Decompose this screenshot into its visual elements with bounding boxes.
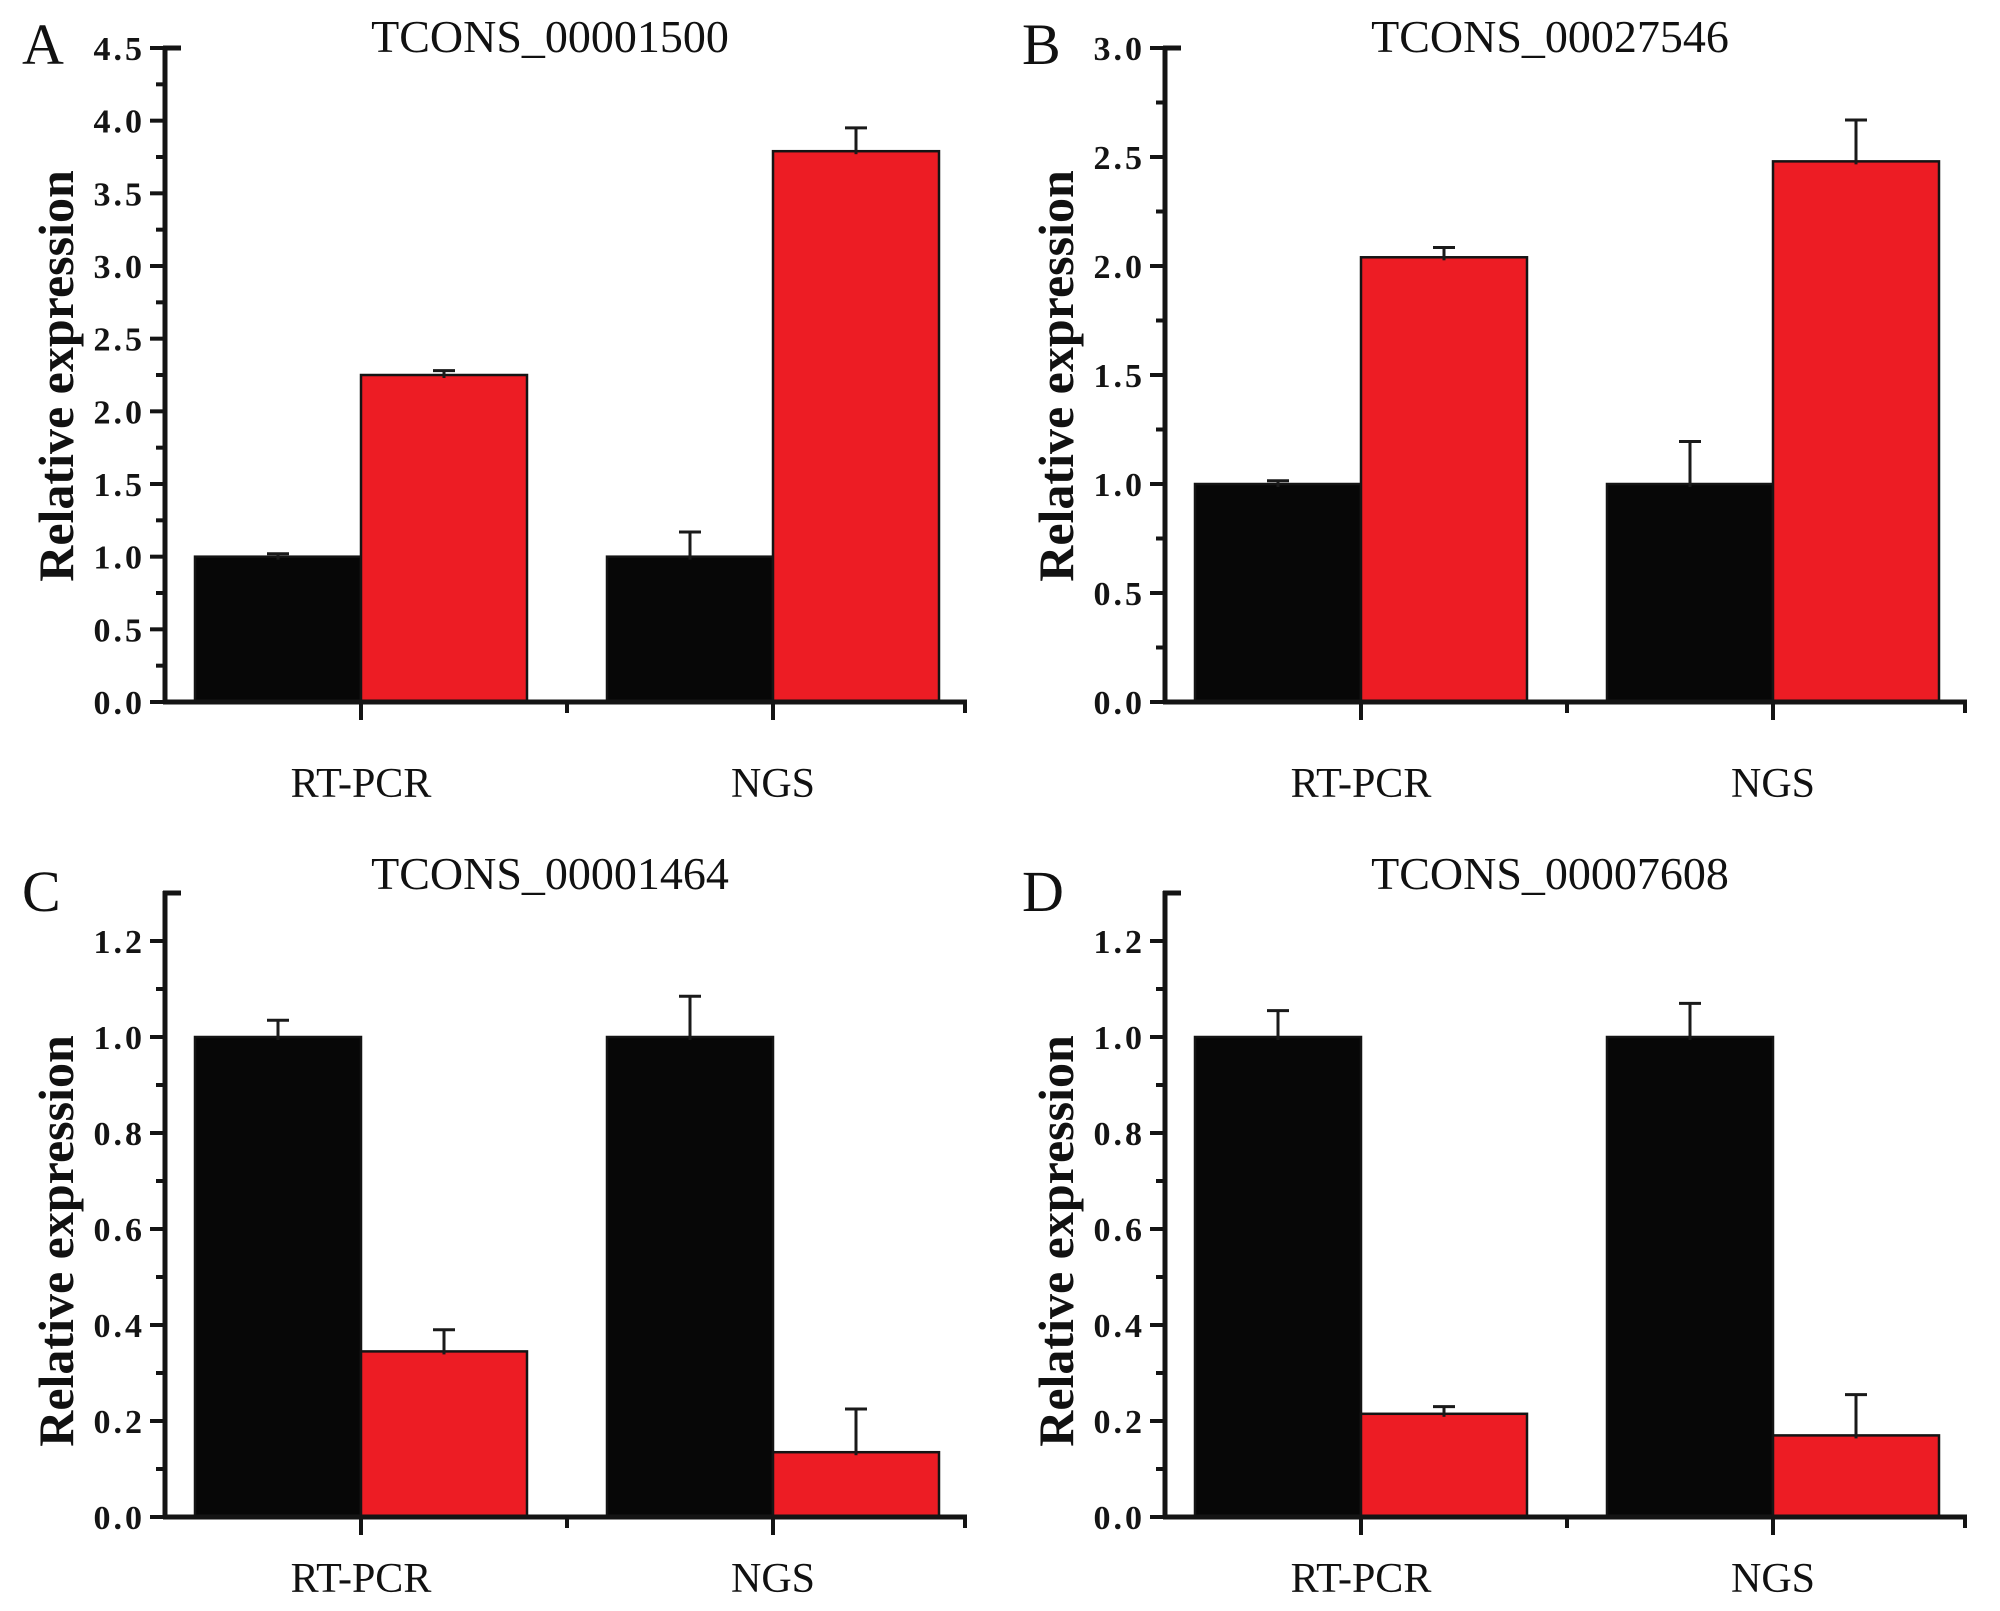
bar-black-rt-pcr: [193, 555, 363, 704]
bar-black-rt-pcr: [1193, 1035, 1363, 1519]
x-category-label: RT-PCR: [290, 761, 432, 805]
y-tick-label: 1.5: [94, 467, 146, 504]
bar-chart: 0.0 0.2 0.4 0.6 0.8 1.0 1.2: [94, 890, 967, 1537]
y-tick-labels: 0.0 0.5 1.0 1.5 2.0 2.5 3.0 3.5 4.0 4.5: [94, 31, 146, 722]
y-tick-label: 1.0: [94, 1020, 146, 1057]
panel-a: A TCONS_00001500 Relative expression 0.0…: [0, 0, 1000, 805]
bar-black-rt-pcr: [193, 1035, 363, 1519]
panel-letter: A: [22, 12, 64, 77]
ticks: [1150, 939, 1967, 1535]
y-tick-label: 0.0: [1094, 1500, 1146, 1537]
error-bars: [267, 126, 867, 560]
panel-b: B TCONS_00027546 Relative expression 0.0…: [1000, 0, 2000, 805]
panel-letter: C: [22, 859, 61, 924]
y-tick-label: 0.5: [1094, 576, 1146, 613]
x-category-label: NGS: [730, 761, 816, 805]
y-tick-label: 0.4: [94, 1308, 146, 1345]
bars: [193, 149, 941, 704]
error-bars: [1267, 118, 1867, 487]
bar-black-ngs: [1605, 1035, 1775, 1519]
bar-chart: 0.0 0.2 0.4 0.6 0.8 1.0 1.2: [1094, 890, 1967, 1537]
y-tick-label: 0.0: [94, 1500, 146, 1537]
bars: [1193, 160, 1941, 704]
y-tick-label: 0.4: [1094, 1308, 1146, 1345]
y-tick-label: 0.0: [94, 685, 146, 722]
y-tick-label: 4.0: [94, 104, 146, 141]
panel-d: D TCONS_00007608 Relative expression 0.0…: [1000, 805, 2000, 1611]
x-category-label: NGS: [1730, 761, 1816, 805]
chart-title: TCONS_00027546: [1371, 11, 1729, 62]
bar-red-ngs: [771, 1450, 941, 1519]
y-tick-label: 3.0: [94, 249, 146, 286]
bar-red-ngs: [1771, 1434, 1941, 1519]
x-category-label: NGS: [730, 1556, 816, 1602]
y-tick-label: 0.8: [94, 1116, 146, 1153]
x-category-label: RT-PCR: [290, 1556, 432, 1602]
y-tick-label: 0.5: [94, 612, 146, 649]
y-tick-label: 1.0: [1094, 467, 1146, 504]
panel-letter: B: [1022, 12, 1061, 77]
bar-black-ngs: [605, 555, 775, 704]
ticks: [150, 939, 967, 1535]
y-tick-label: 1.0: [1094, 1020, 1146, 1057]
ticks: [1150, 46, 1967, 720]
bar-red-rt-pcr: [359, 373, 529, 704]
y-tick-label: 1.2: [1094, 924, 1146, 961]
chart-title: TCONS_00001464: [371, 848, 729, 899]
panel-c: C TCONS_00001464 Relative expression 0.0…: [0, 805, 1000, 1611]
bar-black-ngs: [1605, 482, 1775, 704]
bar-black-rt-pcr: [1193, 482, 1363, 704]
y-tick-label: 2.0: [94, 394, 146, 431]
y-tick-label: 3.5: [94, 176, 146, 213]
panel-letter: D: [1022, 859, 1064, 924]
y-tick-label: 0.6: [1094, 1212, 1146, 1249]
y-tick-labels: 0.0 0.2 0.4 0.6 0.8 1.0 1.2: [94, 924, 146, 1537]
bar-chart: 0.0 0.5 1.0 1.5 2.0 2.5 3.0 3.5 4.0 4.5: [94, 31, 967, 722]
bar-black-ngs: [605, 1035, 775, 1519]
bars: [1193, 1035, 1941, 1519]
chart-title: TCONS_00001500: [371, 11, 729, 62]
y-tick-label: 2.0: [1094, 249, 1146, 286]
y-tick-label: 0.0: [1094, 685, 1146, 722]
y-tick-label: 0.8: [1094, 1116, 1146, 1153]
x-category-label: NGS: [1730, 1556, 1816, 1602]
y-tick-label: 1.0: [94, 540, 146, 577]
y-tick-label: 0.2: [94, 1404, 146, 1441]
y-tick-label: 0.6: [94, 1212, 146, 1249]
bar-red-rt-pcr: [359, 1350, 529, 1519]
y-tick-label: 2.5: [94, 322, 146, 359]
chart-title: TCONS_00007608: [1371, 848, 1729, 899]
ticks: [150, 46, 967, 720]
y-tick-label: 4.5: [94, 31, 146, 68]
y-tick-label: 1.2: [94, 924, 146, 961]
y-tick-label: 3.0: [1094, 31, 1146, 68]
bar-red-ngs: [1771, 160, 1941, 704]
error-bars: [267, 994, 867, 1456]
y-tick-label: 0.2: [1094, 1404, 1146, 1441]
bars: [193, 1035, 941, 1519]
bar-red-rt-pcr: [1359, 256, 1529, 704]
y-tick-labels: 0.0 0.2 0.4 0.6 0.8 1.0 1.2: [1094, 924, 1146, 1537]
error-bars: [1267, 1001, 1867, 1439]
x-category-label: RT-PCR: [1290, 761, 1432, 805]
y-tick-labels: 0.0 0.5 1.0 1.5 2.0 2.5 3.0: [1094, 31, 1146, 722]
y-tick-label: 1.5: [1094, 358, 1146, 395]
x-category-label: RT-PCR: [1290, 1556, 1432, 1602]
bar-chart: 0.0 0.5 1.0 1.5 2.0 2.5 3.0: [1094, 31, 1967, 722]
y-tick-label: 2.5: [1094, 140, 1146, 177]
bar-red-ngs: [771, 149, 941, 704]
bar-red-rt-pcr: [1359, 1412, 1529, 1519]
